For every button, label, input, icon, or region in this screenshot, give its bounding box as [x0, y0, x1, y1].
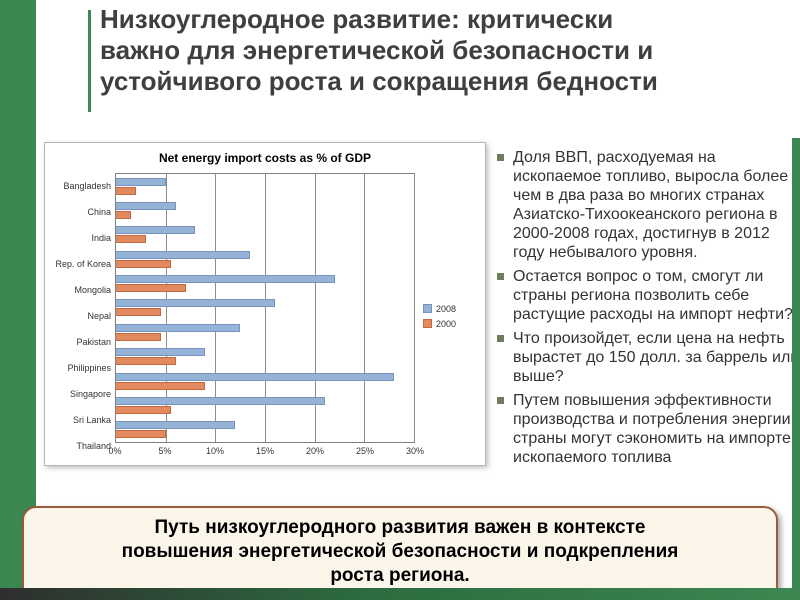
chart-title: Net energy import costs as % of GDP	[158, 151, 372, 165]
gridline	[314, 174, 316, 442]
bullet-marker-icon	[497, 397, 504, 404]
legend-label: 2000	[436, 318, 457, 329]
bar-2008	[116, 396, 325, 405]
gridline	[364, 174, 366, 442]
bullet-item: Доля ВВП, расходуемая на ископаемое топл…	[497, 148, 800, 262]
bar-2000	[116, 381, 206, 390]
bar-row	[116, 223, 414, 247]
bar-2000	[116, 284, 186, 293]
legend-swatch-icon	[423, 304, 432, 313]
bar-2000	[116, 430, 166, 439]
x-tick-label: 10%	[205, 446, 225, 456]
bar-row	[116, 345, 414, 369]
bar-2000	[116, 186, 136, 195]
bullet-marker-icon	[497, 273, 504, 280]
footer-text: Путь низкоуглеродного развития важен в к…	[121, 517, 679, 586]
chart-body: Bangladesh China India Rep. of Korea Mongoli…	[51, 173, 479, 459]
bullet-text: Доля ВВП, расходуемая на ископаемое топл…	[513, 149, 789, 261]
bar-2008	[116, 421, 236, 430]
bar-2000	[116, 405, 171, 414]
plot-area	[115, 173, 415, 443]
bullet-marker-icon	[497, 154, 504, 161]
bar-row	[116, 320, 414, 344]
bar-2008	[116, 250, 251, 259]
slide-title-line-2: важно для энергетической безопасности и	[100, 35, 654, 66]
bar-chart: Net energy import costs as % of GDP Bang…	[44, 142, 486, 466]
category-label: Mongolia	[74, 285, 111, 295]
bar-row	[116, 198, 414, 222]
bar-2008	[116, 177, 166, 186]
bar-2008	[116, 348, 206, 357]
right-accent-strip	[792, 138, 800, 600]
slide-title-line-3: устойчивого роста и сокращения бедности	[100, 66, 658, 97]
bullet-item: Путем повышения эффективности производст…	[497, 391, 800, 467]
bullet-item: Остается вопрос о том, смогут ли страны …	[497, 267, 800, 324]
bar-row	[116, 271, 414, 295]
category-label: Sri Lanka	[72, 415, 111, 425]
gridline	[165, 174, 167, 442]
chart-legend: 2008 2000	[423, 173, 456, 459]
category-label: Thailand	[76, 441, 111, 451]
legend-label: 2008	[436, 303, 457, 314]
bar-2000	[116, 235, 146, 244]
gridline	[215, 174, 217, 442]
bar-2000	[116, 332, 161, 341]
gridline	[265, 174, 266, 442]
bar-2008	[116, 323, 241, 332]
bar-row	[116, 418, 414, 442]
legend-item: 2008	[423, 304, 456, 314]
category-label: Nepal	[87, 311, 111, 321]
bar-2000	[116, 357, 176, 366]
legend-item: 2000	[423, 319, 456, 329]
title-accent-rule	[88, 10, 91, 112]
x-tick-label: 30%	[405, 446, 425, 456]
bullet-marker-icon	[497, 335, 504, 342]
x-tick-label: 15%	[255, 446, 275, 456]
x-tick-label: 20%	[305, 446, 325, 456]
bullet-text: Путем повышения эффективности производст…	[513, 392, 795, 466]
category-labels: Bangladesh China India Rep. of Korea Mongoli…	[51, 173, 115, 459]
bottom-accent-strip	[0, 588, 800, 600]
slide-title: Низкоуглеродное развитие: критически важ…	[100, 4, 760, 98]
category-label: Bangladesh	[63, 181, 111, 191]
bullet-text: Остается вопрос о том, смогут ли страны …	[513, 268, 793, 323]
slide-title-line-1: Низкоуглеродное развитие: критически	[100, 4, 614, 34]
bar-2008	[116, 275, 335, 284]
bullet-list: Доля ВВП, расходуемая на ископаемое топл…	[497, 148, 800, 472]
category-label: China	[87, 207, 111, 217]
bar-2008	[116, 299, 275, 308]
bar-2000	[116, 259, 171, 268]
gridline	[414, 174, 415, 442]
bar-2000	[116, 211, 131, 220]
category-label: Philippines	[67, 363, 111, 373]
x-tick-label: 5%	[158, 446, 172, 456]
x-tick-label: 0%	[108, 446, 122, 456]
category-label: Pakistan	[76, 337, 111, 347]
left-accent-strip	[0, 0, 36, 600]
bar-row	[116, 393, 414, 417]
bar-row	[116, 247, 414, 271]
x-tick-label: 25%	[355, 446, 375, 456]
x-axis-ticks: 0% 5% 10% 15% 20% 25% 30%	[108, 443, 424, 459]
bar-rows	[116, 174, 414, 442]
bar-2000	[116, 308, 161, 317]
bar-2008	[116, 202, 176, 211]
legend-swatch-icon	[423, 319, 432, 328]
category-label: Singapore	[69, 389, 111, 399]
bullet-text: Что произойдет, если цена на нефть вырас…	[513, 330, 800, 385]
bar-2008	[116, 226, 196, 235]
category-label: Rep. of Korea	[55, 259, 111, 269]
category-label: India	[91, 233, 111, 243]
footer-callout-box: Путь низкоуглеродного развития важен в к…	[22, 506, 778, 600]
bar-2008	[116, 372, 395, 381]
bar-row	[116, 369, 414, 393]
bar-row	[116, 296, 414, 320]
bar-row	[116, 174, 414, 198]
bullet-item: Что произойдет, если цена на нефть вырас…	[497, 329, 800, 386]
plot-column: 0% 5% 10% 15% 20% 25% 30%	[108, 173, 424, 459]
